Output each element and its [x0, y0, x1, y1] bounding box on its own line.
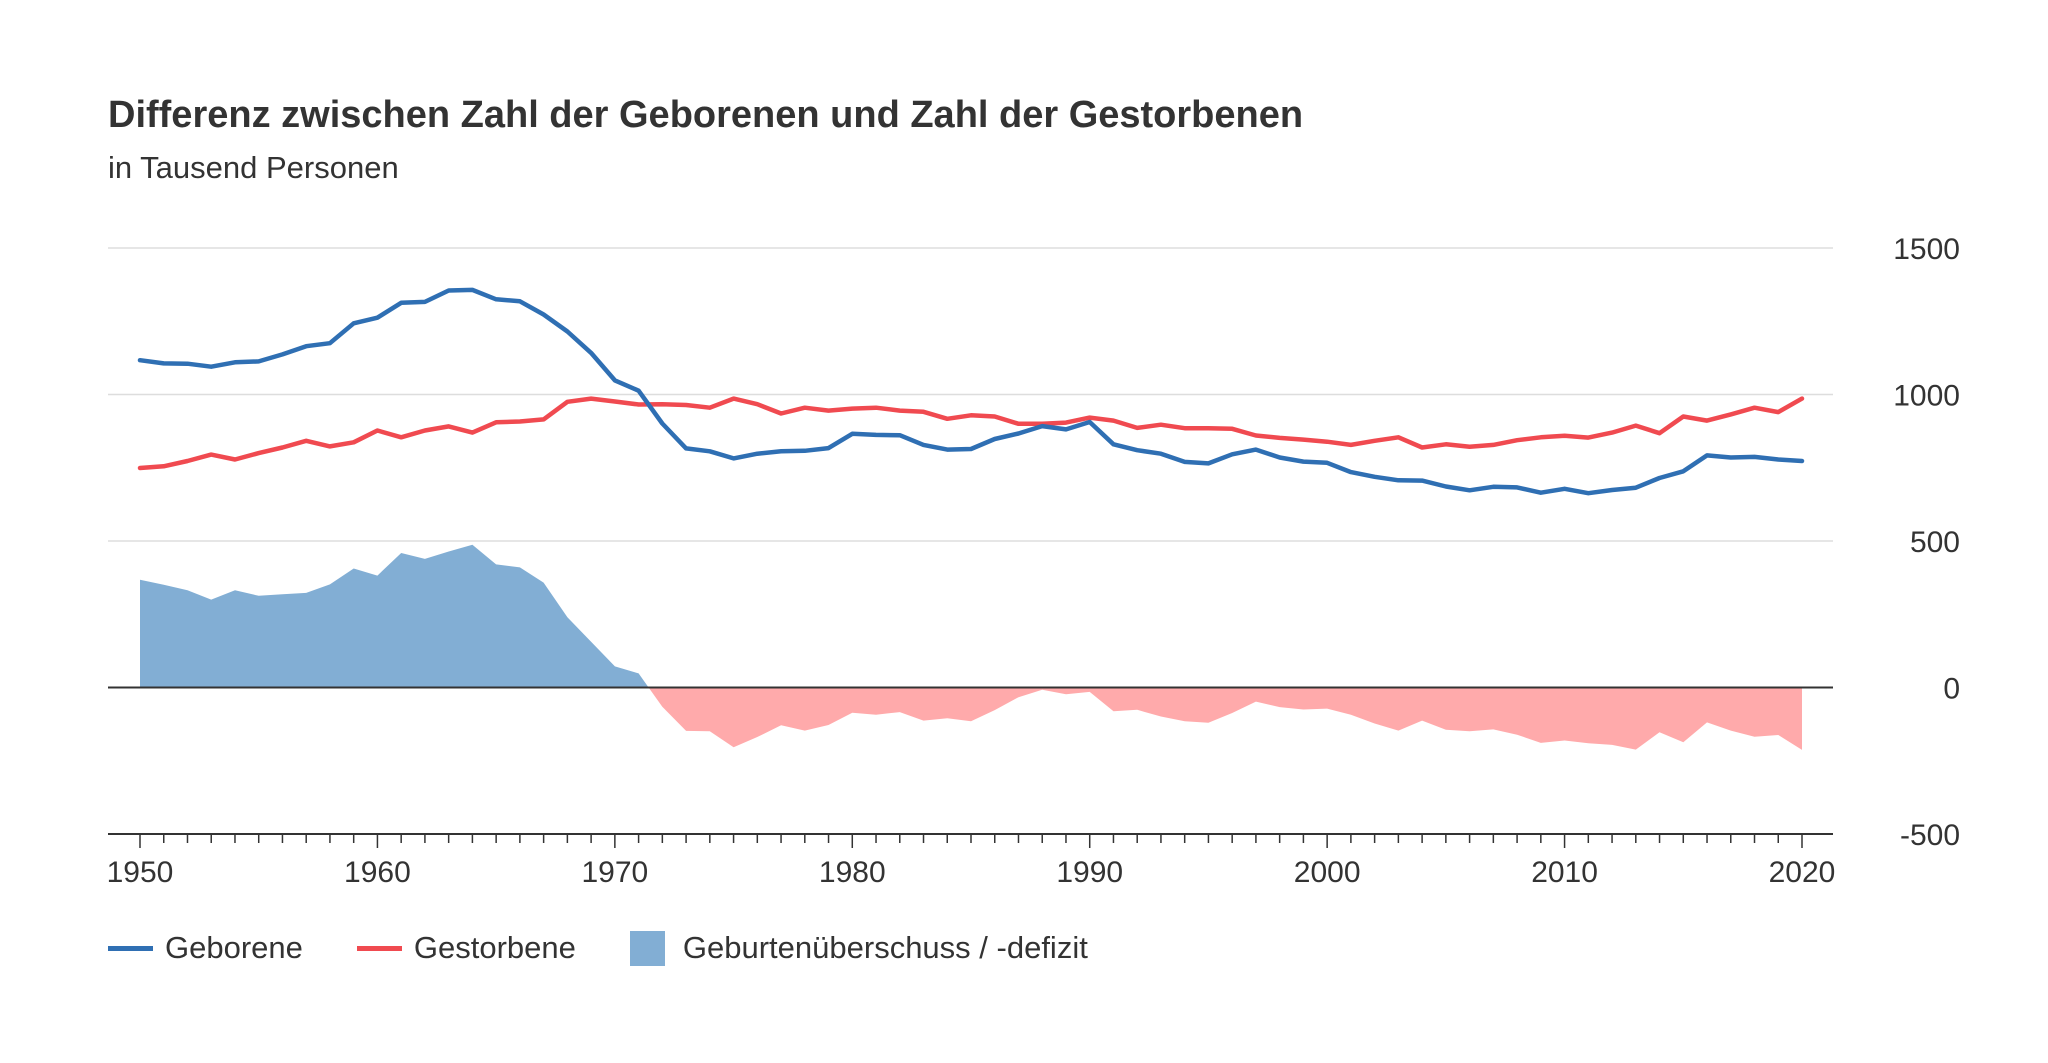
- legend-label-surplus: Geburtenüberschuss / -defizit: [682, 930, 1088, 965]
- x-tick-label: 1950: [107, 856, 174, 889]
- chart-legend: Geborene Gestorbene Geburtenüberschuss /…: [108, 930, 1142, 966]
- legend-label-deaths: Gestorbene: [413, 930, 576, 965]
- area-surplus: [140, 544, 1802, 688]
- x-tick-label: 2000: [1294, 856, 1361, 889]
- y-tick-label: 1000: [1893, 380, 1960, 413]
- legend-item-births: Geborene: [108, 930, 303, 966]
- legend-line-deaths: [356, 945, 402, 951]
- line-deaths: [137, 396, 1805, 471]
- legend-item-surplus: Geburtenüberschuss / -defizit: [629, 930, 1088, 966]
- y-tick-label: 500: [1910, 526, 1960, 559]
- x-tick-label: 1960: [344, 856, 411, 889]
- legend-swatch-surplus: [629, 930, 665, 966]
- x-tick-label: 2020: [1769, 856, 1836, 889]
- legend-item-deaths: Gestorbene: [356, 930, 576, 966]
- chart-subtitle: in Tausend Personen: [108, 150, 399, 185]
- y-tick-label: 1500: [1893, 233, 1960, 266]
- x-tick-label: 1970: [581, 856, 648, 889]
- x-tick-label: 1980: [819, 856, 886, 889]
- legend-line-births: [108, 945, 153, 951]
- x-tick-label: 1990: [1056, 856, 1123, 889]
- legend-label-births: Geborene: [165, 930, 303, 965]
- area-deficit: [140, 687, 1802, 750]
- line-births: [137, 287, 1805, 496]
- y-tick-label: -500: [1900, 819, 1960, 852]
- y-tick-label: 0: [1943, 673, 1960, 706]
- chart-title: Differenz zwischen Zahl der Geborenen un…: [108, 94, 1304, 136]
- x-tick-label: 2010: [1531, 856, 1598, 889]
